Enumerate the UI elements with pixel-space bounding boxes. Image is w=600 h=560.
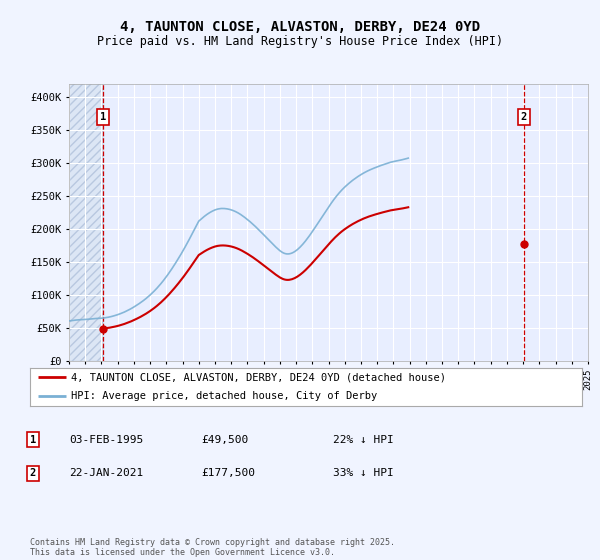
Text: 33% ↓ HPI: 33% ↓ HPI — [333, 468, 394, 478]
Text: £49,500: £49,500 — [201, 435, 248, 445]
Text: 22% ↓ HPI: 22% ↓ HPI — [333, 435, 394, 445]
Text: 03-FEB-1995: 03-FEB-1995 — [69, 435, 143, 445]
Text: 1: 1 — [30, 435, 36, 445]
Text: HPI: Average price, detached house, City of Derby: HPI: Average price, detached house, City… — [71, 391, 377, 402]
Text: 22-JAN-2021: 22-JAN-2021 — [69, 468, 143, 478]
Text: Price paid vs. HM Land Registry's House Price Index (HPI): Price paid vs. HM Land Registry's House … — [97, 35, 503, 48]
Text: 2: 2 — [30, 468, 36, 478]
Bar — [69, 84, 103, 361]
Text: £177,500: £177,500 — [201, 468, 255, 478]
Text: Contains HM Land Registry data © Crown copyright and database right 2025.
This d: Contains HM Land Registry data © Crown c… — [30, 538, 395, 557]
Text: 4, TAUNTON CLOSE, ALVASTON, DERBY, DE24 0YD (detached house): 4, TAUNTON CLOSE, ALVASTON, DERBY, DE24 … — [71, 372, 446, 382]
Text: 4, TAUNTON CLOSE, ALVASTON, DERBY, DE24 0YD: 4, TAUNTON CLOSE, ALVASTON, DERBY, DE24 … — [120, 20, 480, 34]
Text: 2: 2 — [521, 112, 527, 122]
Text: 1: 1 — [100, 112, 106, 122]
